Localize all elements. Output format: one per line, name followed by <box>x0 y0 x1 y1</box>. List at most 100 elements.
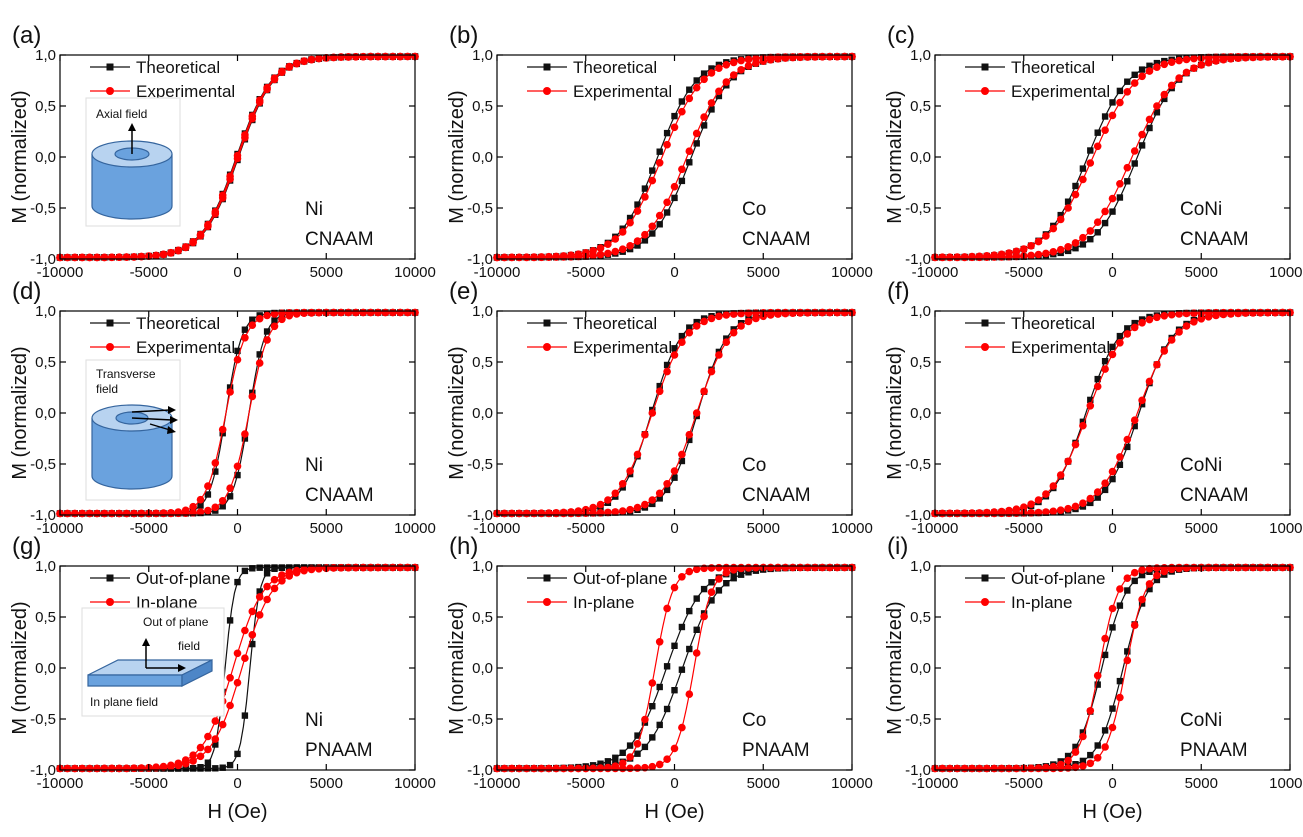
data-point <box>656 221 663 228</box>
data-point <box>1109 705 1116 712</box>
legend-marker <box>981 343 989 351</box>
data-point <box>596 764 605 772</box>
data-point <box>115 764 123 773</box>
y-tick-label: 0,0 <box>35 149 56 166</box>
data-point <box>300 308 308 317</box>
y-axis-label: M (normalized) <box>884 601 906 734</box>
legend-entry: Experimental <box>527 338 672 357</box>
data-point <box>515 764 523 773</box>
legend-entry: Experimental <box>965 82 1110 101</box>
material-label: Ni <box>305 710 323 731</box>
data-point <box>1064 752 1072 760</box>
legend-marker <box>543 598 551 606</box>
y-tick-label: 1,0 <box>472 558 493 575</box>
y-tick-label: 1,0 <box>35 558 56 575</box>
loop-branch-descending <box>497 311 852 514</box>
data-point <box>1056 471 1065 479</box>
data-point <box>1108 194 1117 203</box>
data-point <box>833 308 841 317</box>
data-point <box>1079 729 1087 736</box>
data-point <box>1123 435 1132 444</box>
data-point <box>300 57 308 65</box>
data-point <box>1131 422 1138 430</box>
x-tick-label: -5000 <box>1005 520 1043 537</box>
data-point <box>723 580 730 587</box>
data-point <box>1116 585 1124 593</box>
data-point <box>960 509 969 517</box>
data-point <box>983 764 991 773</box>
x-tick-label: 0 <box>670 775 678 792</box>
data-point <box>1064 504 1072 513</box>
data-point <box>226 701 234 710</box>
data-point <box>1212 308 1220 317</box>
data-point <box>263 328 271 335</box>
data-point <box>707 564 716 572</box>
data-point <box>108 764 116 773</box>
data-point <box>633 740 642 748</box>
data-point <box>663 705 671 713</box>
data-point <box>181 756 190 764</box>
data-point <box>589 503 597 512</box>
data-point <box>803 308 812 317</box>
template-label: PNAAM <box>305 740 373 761</box>
legend-entry: In-plane <box>965 593 1072 612</box>
x-tick-label: -5000 <box>130 264 168 281</box>
x-tick-label: 10000 <box>1269 520 1303 537</box>
data-point <box>781 563 790 572</box>
data-point <box>374 52 382 61</box>
data-point <box>329 564 338 572</box>
data-point <box>670 182 679 191</box>
data-point <box>396 563 405 572</box>
data-point <box>833 52 841 61</box>
data-point <box>744 317 753 326</box>
data-point <box>686 159 693 166</box>
data-point <box>1124 178 1131 185</box>
data-point <box>633 450 642 459</box>
data-point <box>715 563 723 572</box>
y-tick-label: -1,0 <box>30 762 56 779</box>
y-tick-label: 0,5 <box>910 609 931 626</box>
data-point <box>1190 54 1198 63</box>
data-point <box>1087 147 1094 154</box>
data-point <box>1123 656 1132 665</box>
data-point <box>234 750 241 758</box>
data-point <box>226 384 234 391</box>
legend-marker <box>543 319 551 327</box>
legend-marker <box>106 87 114 95</box>
data-point <box>241 435 249 442</box>
data-point <box>1079 233 1087 242</box>
data-point <box>648 409 657 417</box>
x-tick-label: 0 <box>670 264 678 281</box>
data-point <box>946 764 954 773</box>
panel-f: -10000 -5000 0 5000 10000 1,0 0,5 0,0 -0,5 -1,0 M … <box>884 278 1303 537</box>
data-point <box>707 588 716 596</box>
data-point <box>633 237 642 245</box>
material-label: CoNi <box>1180 199 1222 220</box>
data-point <box>708 65 715 72</box>
data-point <box>93 253 101 262</box>
data-point <box>359 52 368 61</box>
data-point <box>500 764 509 773</box>
loop-branch-descending <box>935 566 1290 770</box>
data-point <box>708 579 715 586</box>
data-point <box>115 509 123 518</box>
data-point <box>278 577 286 585</box>
inset-label-transverse-2: field <box>96 382 118 396</box>
data-point <box>93 509 101 518</box>
data-point <box>1101 479 1109 488</box>
x-tick-label: -5000 <box>1005 264 1043 281</box>
data-point <box>508 253 516 262</box>
y-tick-label: -1,0 <box>467 762 493 779</box>
data-point <box>692 83 701 92</box>
data-point <box>1212 563 1220 572</box>
data-point <box>715 87 723 96</box>
data-point <box>626 742 634 749</box>
data-point <box>983 252 991 260</box>
data-point <box>241 131 249 139</box>
y-axis-label: M (normalized) <box>9 346 31 479</box>
data-point <box>1153 360 1161 369</box>
legend-marker <box>543 574 551 582</box>
data-point <box>71 253 79 262</box>
legend-marker <box>543 87 551 95</box>
data-point <box>1130 416 1139 425</box>
